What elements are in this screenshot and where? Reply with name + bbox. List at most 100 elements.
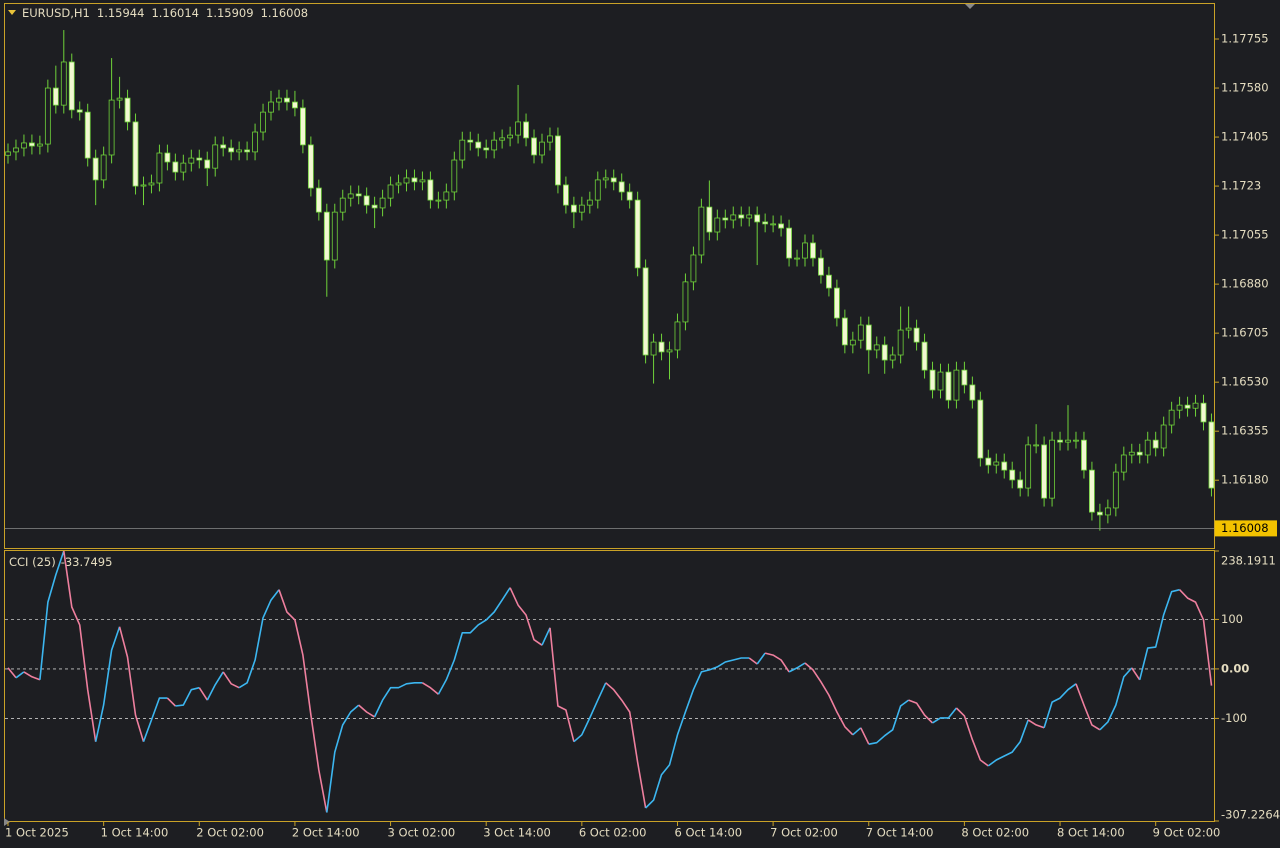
candle-body bbox=[937, 371, 944, 391]
candle-body bbox=[610, 177, 617, 183]
candle-body bbox=[690, 254, 697, 283]
cci-line bbox=[955, 707, 989, 767]
corner-marker bbox=[4, 818, 10, 826]
candle-body bbox=[921, 341, 928, 371]
candle-body bbox=[682, 281, 689, 323]
header-arrow[interactable] bbox=[8, 10, 16, 15]
candle-body bbox=[419, 179, 426, 183]
candle-body bbox=[1001, 461, 1008, 471]
x-tick-label: 3 Oct 02:00 bbox=[388, 826, 456, 840]
candle-body bbox=[523, 121, 529, 139]
candle-body bbox=[323, 211, 330, 261]
candle-body bbox=[52, 87, 59, 106]
candle-body bbox=[762, 221, 769, 225]
cci-line bbox=[860, 727, 870, 745]
cci-line bbox=[645, 657, 750, 809]
indicator-value: -33.7495 bbox=[61, 555, 113, 569]
ohlc-value: 1.16008 bbox=[261, 6, 309, 20]
y-tick-label: -100 bbox=[1221, 711, 1247, 725]
x-tick-label: 7 Oct 14:00 bbox=[866, 826, 934, 840]
candle-body bbox=[507, 134, 514, 139]
candle-body bbox=[1073, 439, 1079, 442]
candle-body bbox=[44, 87, 51, 145]
cci-line bbox=[605, 682, 647, 809]
candle-body bbox=[658, 341, 665, 353]
cci-line bbox=[868, 699, 910, 745]
cci-line bbox=[1027, 719, 1045, 729]
cci-line bbox=[1131, 667, 1141, 681]
candle-body bbox=[865, 324, 872, 351]
x-tick-label: 8 Oct 02:00 bbox=[961, 826, 1029, 840]
candle-body bbox=[802, 242, 808, 259]
candle-body bbox=[881, 344, 888, 361]
cci-line bbox=[1179, 589, 1213, 686]
candle-body bbox=[100, 154, 107, 181]
y-tick-label: 1.16180 bbox=[1221, 473, 1269, 487]
cci-line bbox=[541, 627, 551, 646]
candle-body bbox=[29, 142, 35, 147]
candle-body bbox=[786, 227, 792, 259]
candle-body bbox=[650, 341, 657, 356]
candle-body bbox=[961, 369, 968, 386]
y-tick-label: 1.16880 bbox=[1221, 277, 1269, 291]
candle-body bbox=[204, 159, 211, 169]
candle-body bbox=[339, 197, 346, 213]
candle-body bbox=[602, 177, 609, 181]
x-tick-label: 6 Oct 14:00 bbox=[674, 826, 742, 840]
candle-body bbox=[435, 199, 442, 202]
candle-body bbox=[634, 199, 641, 269]
candle-body bbox=[833, 287, 840, 319]
candle-body bbox=[618, 181, 625, 193]
y-tick-label: 1.1723 bbox=[1221, 179, 1261, 193]
cci-line bbox=[373, 681, 423, 718]
cci-line bbox=[222, 671, 240, 689]
candle-body bbox=[172, 161, 179, 173]
candle-body bbox=[841, 317, 848, 346]
x-tick-label: 1 Oct 14:00 bbox=[101, 826, 169, 840]
candle-body bbox=[403, 177, 410, 184]
cci-line bbox=[175, 686, 200, 707]
candle-body bbox=[475, 141, 482, 149]
shift-marker[interactable] bbox=[965, 4, 975, 9]
candle-body bbox=[515, 121, 521, 136]
y-tick-label: 0.00 bbox=[1221, 661, 1249, 675]
cci-line bbox=[326, 704, 360, 813]
cci-line bbox=[804, 662, 854, 736]
candle-body bbox=[674, 321, 681, 351]
candle-body bbox=[387, 184, 394, 199]
candle-body bbox=[913, 327, 920, 343]
cci-line bbox=[166, 697, 176, 707]
y-tick-label: 238.1911 bbox=[1221, 554, 1276, 568]
candle-body bbox=[299, 107, 306, 146]
candle-body bbox=[929, 369, 936, 391]
candle-body bbox=[92, 157, 99, 181]
cci-line bbox=[1099, 667, 1133, 731]
cci-line bbox=[142, 697, 168, 742]
candle-body bbox=[307, 144, 314, 189]
candle-body bbox=[889, 354, 896, 361]
candle-body bbox=[642, 267, 649, 356]
x-tick-label: 1 Oct 2025 bbox=[5, 826, 69, 840]
cci-line bbox=[748, 657, 758, 665]
cci-line bbox=[94, 626, 121, 742]
cci-line bbox=[206, 671, 224, 701]
candle-body bbox=[547, 135, 553, 143]
candle-body bbox=[331, 211, 338, 261]
candle-body bbox=[276, 97, 282, 103]
candle-body bbox=[228, 147, 235, 153]
candle-body bbox=[116, 97, 123, 101]
candle-body bbox=[810, 242, 816, 259]
candle-body bbox=[1160, 424, 1167, 449]
cci-line bbox=[987, 719, 1029, 767]
candle-body bbox=[244, 149, 251, 153]
candle-body bbox=[1120, 454, 1127, 473]
y-tick-label: -307.2264 bbox=[1221, 808, 1280, 822]
cci-line bbox=[852, 727, 862, 736]
candle-body bbox=[897, 329, 904, 356]
y-tick-label: 100 bbox=[1221, 612, 1243, 626]
cci-line bbox=[788, 662, 806, 673]
x-tick-label: 2 Oct 14:00 bbox=[292, 826, 360, 840]
cci-line bbox=[1043, 683, 1077, 729]
cci-line bbox=[509, 587, 543, 646]
candle-body bbox=[1104, 507, 1111, 516]
